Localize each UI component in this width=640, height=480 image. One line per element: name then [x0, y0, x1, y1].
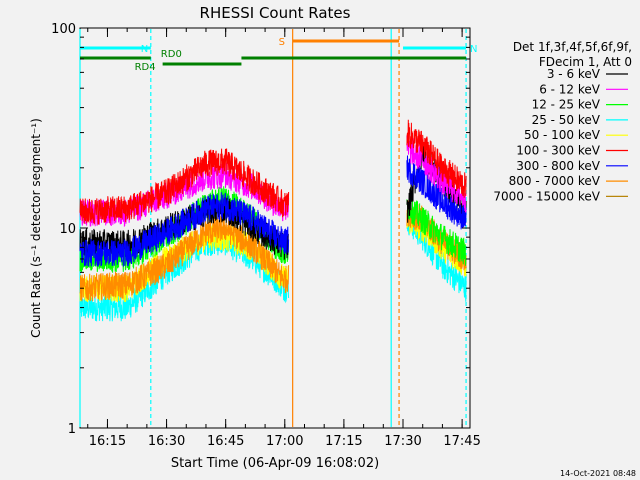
legend-label-4: 50 - 100 keV [524, 128, 601, 142]
annotation-label-S: S [279, 37, 285, 48]
y-tick-label-1: 1 [68, 422, 76, 437]
annotation-label-N: N [141, 44, 148, 55]
series-trace-segment-1 [406, 119, 467, 198]
annotation-label-N: N [470, 44, 477, 55]
y-tick-label-100: 100 [51, 22, 76, 37]
x-tick-label-1645: 16:45 [207, 434, 244, 449]
series-trace-segment-0 [79, 148, 290, 226]
x-tick-label-1730: 17:30 [384, 434, 421, 449]
axis-ticks: 1 10 100 16:15 16:30 16:45 17:00 17:15 17:30 17:4… [51, 22, 481, 449]
series-trace-segment-1 [406, 135, 467, 213]
series-100_300keV [79, 119, 467, 226]
series-300_800keV [79, 155, 467, 267]
x-axis-label: Start Time (06-Apr-09 16:08:02) [171, 456, 379, 471]
series-trace-segment-1 [406, 209, 467, 302]
annotation-bars: N N S RD0 RD4 [80, 37, 478, 73]
x-tick-label-1715: 17:15 [325, 434, 362, 449]
legend-label-6: 300 - 800 keV [516, 159, 600, 173]
series-trace-segment-0 [79, 214, 290, 302]
annotation-label-RD4: RD4 [135, 62, 156, 73]
annotation-label-RD0: RD0 [161, 49, 182, 60]
series-trace-segment-0 [79, 192, 290, 267]
x-tick-label-1745: 17:45 [443, 434, 480, 449]
legend-label-5: 100 - 300 keV [516, 144, 600, 158]
x-tick-label-1630: 16:30 [148, 434, 185, 449]
legend-label-0: 3 - 6 keV [547, 67, 601, 81]
series-trace-segment-1 [406, 155, 467, 230]
legend-header-line-0: Det 1f,3f,4f,5f,6f,9f, [513, 40, 632, 54]
legend-label-8: 7000 - 15000 keV [493, 189, 600, 203]
x-tick-label-1615: 16:15 [89, 434, 126, 449]
legend-label-2: 12 - 25 keV [532, 98, 601, 112]
y-axis-label: Count Rate (s⁻¹ detector segment⁻¹) [29, 118, 43, 338]
legend-label-7: 800 - 7000 keV [509, 174, 601, 188]
series-layer [79, 119, 467, 322]
legend-label-3: 25 - 50 keV [532, 113, 601, 127]
legend: Det 1f,3f,4f,5f,6f,9f,FDecim 1, Att 03 -… [493, 40, 632, 203]
x-tick-label-1700: 17:00 [266, 434, 303, 449]
legend-header-line-1: FDecim 1, Att 0 [539, 55, 632, 69]
series-trace-segment-1 [406, 196, 467, 266]
state-vertical-lines [79, 29, 467, 427]
footer-timestamp: 14-Oct-2021 08:48 [560, 469, 636, 478]
chart-title: RHESSI Count Rates [200, 4, 351, 22]
legend-label-1: 6 - 12 keV [539, 82, 601, 96]
y-tick-label-10: 10 [59, 222, 76, 237]
